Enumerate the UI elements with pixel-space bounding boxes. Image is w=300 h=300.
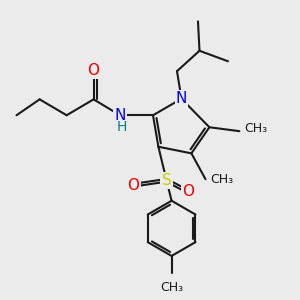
Text: CH₃: CH₃ <box>160 281 183 294</box>
Text: N: N <box>114 108 126 123</box>
Text: H: H <box>117 120 127 134</box>
Text: CH₃: CH₃ <box>210 172 233 186</box>
Text: N: N <box>176 91 187 106</box>
Text: S: S <box>162 173 171 188</box>
Text: O: O <box>128 178 140 193</box>
Text: CH₃: CH₃ <box>244 122 267 135</box>
Text: O: O <box>88 63 100 78</box>
Text: O: O <box>182 184 194 199</box>
